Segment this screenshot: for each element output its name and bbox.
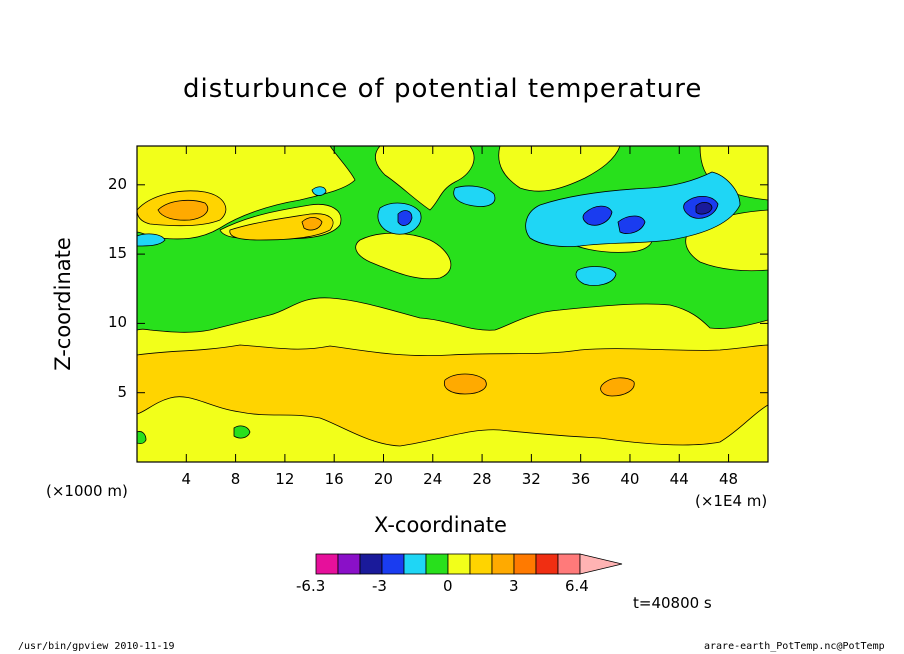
colorbar-swatch: [425, 553, 449, 575]
contour-fill-navy: [695, 202, 713, 215]
x-tick-label: 48: [718, 470, 739, 488]
colorbar: [315, 553, 623, 575]
contour-fill-blue: [582, 205, 613, 226]
x-unit-left: (×1000 m): [46, 482, 128, 500]
colorbar-swatch: [359, 553, 383, 575]
contour-fill-cyan-5: [311, 186, 327, 196]
contour-fill-cyan-6: [453, 185, 496, 207]
contour-fill-orange-band: [137, 344, 768, 447]
x-unit-right: (×1E4 m): [695, 492, 768, 510]
colorbar-tick-label: 3: [509, 577, 519, 595]
contour-fill-yellow-upper-2: [375, 146, 475, 211]
contour-fill-green-lower: [137, 431, 147, 444]
colorbar-swatch: [381, 553, 405, 575]
colorbar-swatch: [535, 553, 559, 575]
contour-fill-blue-4: [397, 210, 413, 226]
colorbar-tick-label: 6.4: [565, 577, 589, 595]
x-tick-label: 16: [324, 470, 344, 488]
colorbar-swatch: [557, 553, 581, 575]
colorbar-swatch: [337, 553, 361, 575]
x-tick-label: 44: [669, 470, 689, 488]
x-tick-label: 32: [521, 470, 541, 488]
colorbar-tick-label: -3: [372, 577, 387, 595]
y-tick-label: 10: [108, 313, 128, 332]
plot-area: [136, 145, 769, 463]
contour-fill-cyan-4: [137, 233, 166, 247]
colorbar-swatch: [579, 553, 623, 575]
x-axis-label: X-coordinate: [374, 513, 507, 537]
x-tick-label: 28: [472, 470, 492, 488]
colorbar-swatch: [447, 553, 471, 575]
colorbar-swatch: [469, 553, 493, 575]
plot-frame: [136, 145, 769, 463]
contour-fill-green-lower-2: [233, 425, 251, 439]
contour-fill-cyan-3: [575, 266, 617, 286]
contour-fill-cyan: [525, 171, 741, 247]
contour-fill-blue-2: [617, 215, 646, 234]
y-tick-label: 15: [108, 244, 128, 263]
contour-fill-darkorange-lower-2: [600, 377, 635, 397]
footer-right: arare-earth_PotTemp.nc@PotTemp: [704, 641, 885, 652]
contour-fill-darkorange-lower: [443, 373, 487, 395]
y-tick-label: 5: [117, 382, 128, 401]
contour-fill-darkorange-upper: [157, 199, 209, 221]
x-tick-label: 8: [230, 470, 241, 488]
colorbar-swatch: [491, 553, 515, 575]
colorbar-swatch: [403, 553, 427, 575]
contour-fill-yellow-mid-2: [355, 232, 452, 280]
y-tick-label: 20: [108, 174, 128, 193]
contour-fill-darkorange-upper-2: [301, 217, 323, 231]
chart-title: disturbunce of potential temperature: [183, 74, 703, 104]
colorbar-swatch: [315, 553, 339, 575]
colorbar-swatch: [513, 553, 537, 575]
x-tick-label: 36: [571, 470, 591, 488]
colorbar-tick-label: -6.3: [296, 577, 326, 595]
x-tick-label: 12: [275, 470, 295, 488]
x-tick-label: 4: [181, 470, 192, 488]
x-tick-label: 20: [373, 470, 393, 488]
x-tick-label: 24: [423, 470, 443, 488]
colorbar-tick-label: 0: [443, 577, 453, 595]
x-tick-label: 40: [620, 470, 640, 488]
footer-left: /usr/bin/gpview 2010-11-19: [18, 641, 175, 652]
time-label: t=40800 s: [633, 594, 712, 612]
y-axis-label: Z-coordinate: [50, 237, 75, 371]
contour-fill-yellow-upper-3: [498, 146, 621, 192]
